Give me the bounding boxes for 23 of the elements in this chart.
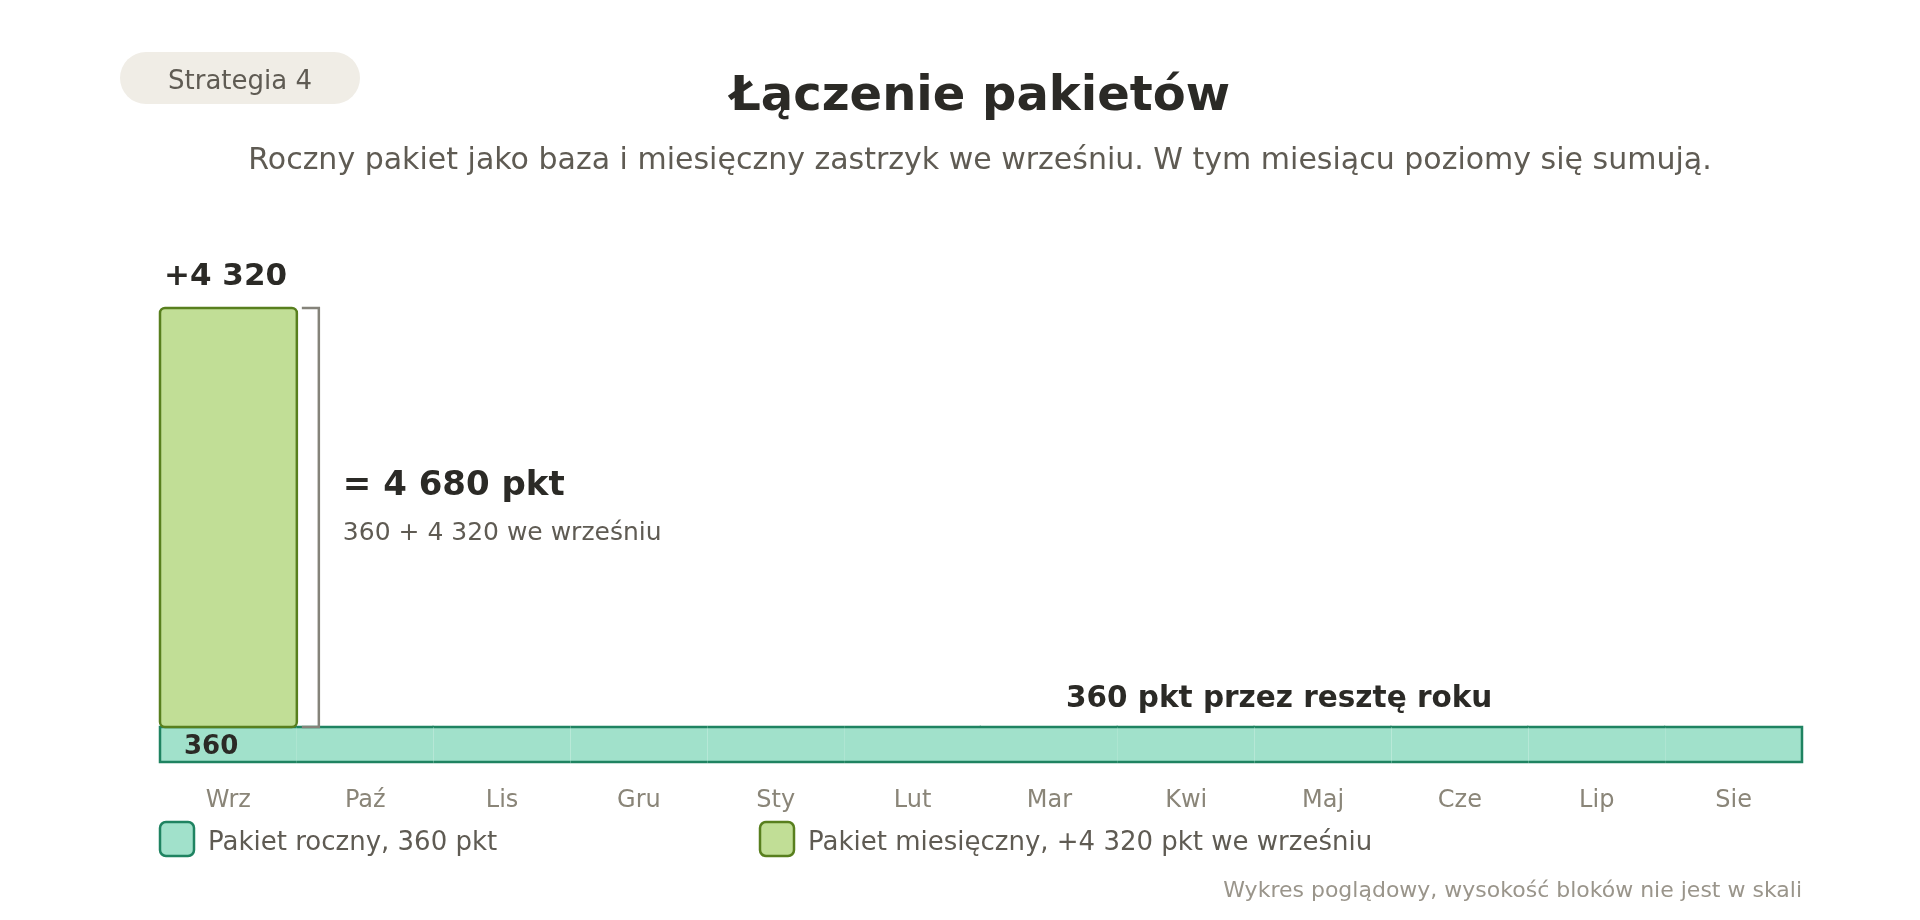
data-label: 360: [184, 729, 239, 760]
data-label: +4 320: [164, 256, 288, 292]
text: Strategia 4: [168, 65, 312, 95]
legend-label: Pakiet miesięczny, +4 320 pkt we wrześniu: [808, 826, 1373, 856]
x-tick-label: Sie: [1715, 785, 1752, 814]
annotation: 360 pkt przez resztę roku: [1066, 680, 1493, 715]
x-tick-label: Maj: [1302, 785, 1345, 814]
chart-title: Łączenie pakietów: [727, 65, 1230, 121]
text: Wykres poglądowy, wysokość bloków nie jest w skali: [1223, 877, 1802, 902]
x-tick-label: Sty: [756, 785, 796, 814]
x-tick-label: Lip: [1579, 785, 1615, 814]
legend-label: Pakiet roczny, 360 pkt: [208, 826, 498, 856]
x-tick-label: Paź: [344, 785, 386, 814]
x-tick-label: Lut: [893, 785, 932, 814]
x-tick-label: Mar: [1026, 785, 1073, 814]
x-tick-label: Gru: [617, 785, 661, 814]
annotation: = 4 680 pkt: [342, 463, 565, 503]
x-tick-label: Kwi: [1165, 785, 1208, 814]
annotation: 360 + 4 320 we wrześniu: [342, 517, 662, 546]
x-tick-label: Cze: [1437, 785, 1482, 814]
x-tick-label: Wrz: [205, 785, 251, 814]
chart-subtitle: Roczny pakiet jako baza i miesięczny zastrzyk we wrześniu. W tym miesiącu poziomy się sumują.: [248, 141, 1712, 176]
x-tick-label: Lis: [485, 785, 519, 814]
